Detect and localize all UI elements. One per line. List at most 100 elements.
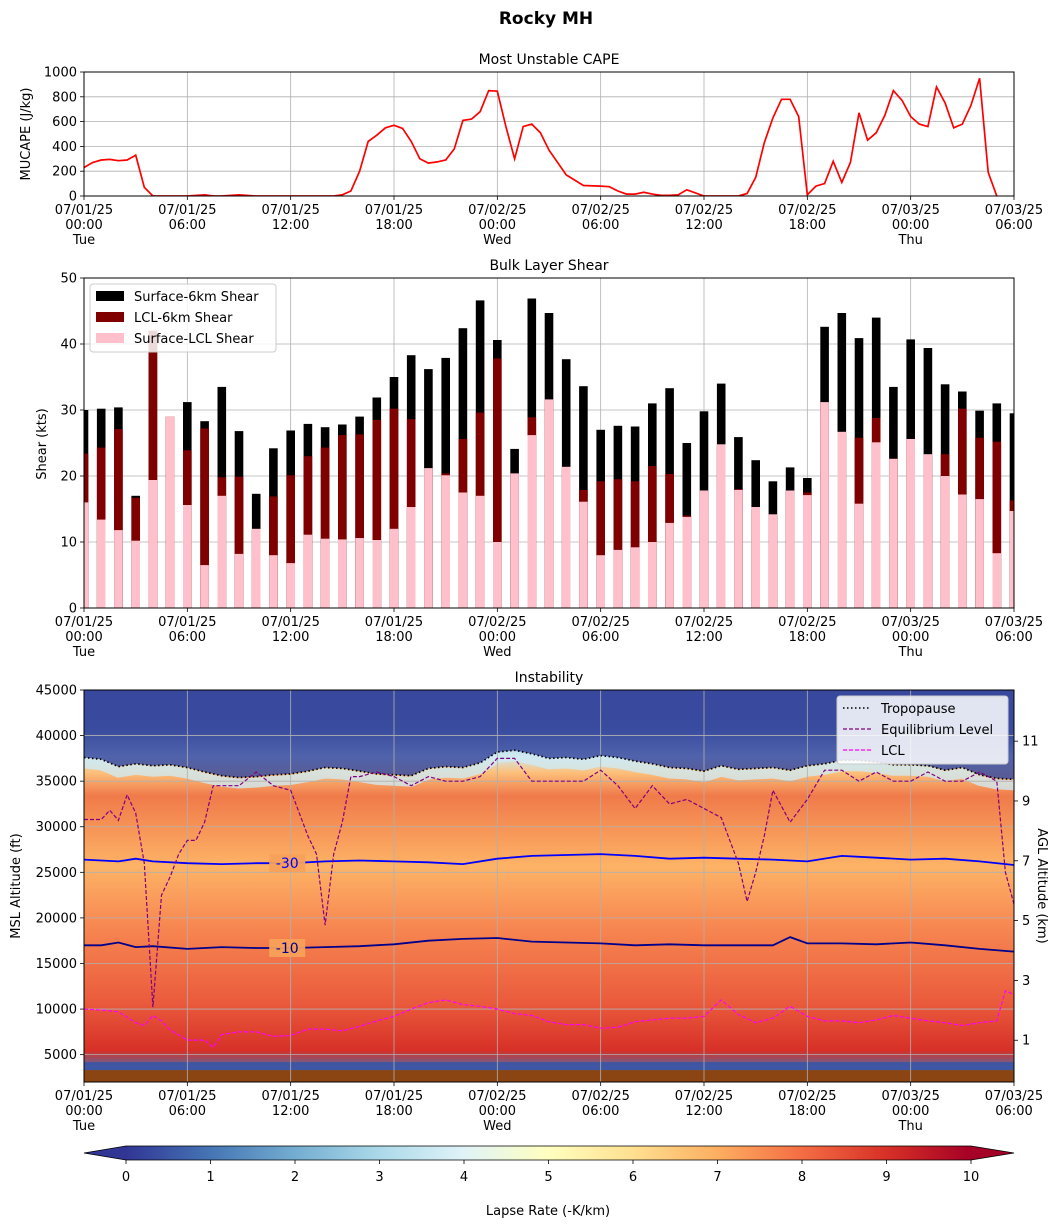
- instability-panel: Instability MSL Altitude (ft) AGL Altitu…: [9, 670, 1049, 1134]
- shear-xtick-label: Thu: [897, 645, 922, 660]
- surface-lcl-bar: [682, 516, 692, 608]
- lcl-6km-bar: [234, 476, 244, 608]
- surface-lcl-bar: [837, 431, 847, 608]
- surface-lcl-bar: [217, 495, 227, 608]
- colorbar-tick-label: 7: [713, 1170, 721, 1185]
- shear-ylabel: Shear (kts): [35, 408, 50, 479]
- colorbar-tick-label: 4: [460, 1170, 468, 1185]
- surface-lcl-bar: [183, 505, 192, 608]
- shear-xtick-label: 12:00: [685, 630, 722, 645]
- instability-ytick-label: 45000: [36, 684, 77, 699]
- shear-xtick-label: 00:00: [892, 630, 929, 645]
- cape-xtick-label: 07/02/25: [571, 203, 629, 218]
- surface-lcl-bar: [148, 480, 158, 608]
- colorbar-tick-label: 3: [375, 1170, 383, 1185]
- surface-lcl-bar: [406, 507, 416, 608]
- shear-ytick-label: 20: [60, 470, 77, 485]
- lcl-6km-bar: [648, 466, 657, 608]
- surface-lcl-bar: [303, 534, 313, 608]
- lcl-6km-bar: [389, 408, 399, 608]
- instability-xtick-label: Thu: [897, 1119, 922, 1134]
- colorbar-tick-label: 8: [798, 1170, 806, 1185]
- cape-xtick-label: 07/03/25: [985, 203, 1043, 218]
- instability-xtick-label: 00:00: [892, 1104, 929, 1119]
- cape-title: Most Unstable CAPE: [479, 52, 620, 68]
- cape-xtick-label: 00:00: [479, 218, 516, 233]
- shear-xtick-label: 06:00: [169, 630, 206, 645]
- surface-lcl-bar: [424, 468, 433, 608]
- contour-line: [84, 853, 1014, 866]
- surface-lcl-bar: [165, 416, 175, 608]
- tropopause-transition-band: [84, 751, 1014, 791]
- shear-xtick-label: 07/01/25: [365, 615, 423, 630]
- instability-xtick-label: 07/01/25: [261, 1089, 319, 1104]
- agl-ytick-label: 7: [1022, 854, 1030, 869]
- lcl-6km-bar: [303, 456, 313, 608]
- surface-lcl-bar: [940, 476, 950, 608]
- instability-xtick-label: 18:00: [375, 1104, 412, 1119]
- surface-lcl-bar: [286, 563, 295, 608]
- shear-xtick-label: 07/02/25: [468, 615, 526, 630]
- cape-xtick-label: 06:00: [995, 218, 1032, 233]
- shear-ytick-label: 30: [60, 404, 77, 419]
- colorbar: 0 1 2 3 4 5 6 7 8 9 10 Lapse Rate (-K/km): [83, 1145, 1015, 1219]
- surface-lcl-bar: [338, 539, 347, 608]
- surface-lcl-bar: [785, 490, 795, 608]
- shear-xtick-label: Tue: [72, 645, 95, 660]
- agl-ytick-label: 3: [1022, 974, 1030, 989]
- cape-xtick-label: 07/02/25: [778, 203, 836, 218]
- surface-lcl-bar: [975, 499, 984, 608]
- lcl-6km-bar: [269, 496, 278, 608]
- instability-ylabel: MSL Altitude (ft): [9, 833, 24, 938]
- surface-lcl-bar: [372, 540, 382, 608]
- ground-band: [84, 1070, 1014, 1082]
- instability-xtick-label: 12:00: [685, 1104, 722, 1119]
- legend-label-sfclcl: Surface-LCL Shear: [134, 332, 254, 347]
- cape-xtick-label: 12:00: [685, 218, 722, 233]
- surface-lcl-bar: [510, 473, 519, 608]
- legend-swatch-lcl6km: [96, 312, 124, 322]
- agl-ytick-label: 9: [1022, 794, 1030, 809]
- cape-ytick-label: 800: [52, 90, 77, 105]
- surface-lcl-bar: [355, 538, 364, 608]
- surface-lcl-bar: [613, 549, 623, 608]
- instability-xtick-label: 07/01/25: [55, 1089, 113, 1104]
- contour-label-bg: [269, 938, 306, 957]
- shear-xtick-label: 07/03/25: [985, 615, 1043, 630]
- surface-lcl-bar: [475, 495, 485, 608]
- lcl-6km-bar: [338, 435, 347, 608]
- cape-xtick-label: 18:00: [375, 218, 412, 233]
- cape-ytick-label: 600: [52, 115, 77, 130]
- instability-xtick-label: Tue: [72, 1119, 95, 1134]
- lcl-6km-bar: [355, 434, 364, 608]
- instability-ytick-label: 15000: [36, 957, 77, 972]
- lcl-6km-bar: [372, 419, 382, 608]
- instability-ytick-label: 20000: [36, 911, 77, 926]
- surface-lcl-bar: [527, 435, 537, 608]
- shear-xtick-label: 07/02/25: [778, 615, 836, 630]
- surface-lcl-bar: [96, 519, 106, 608]
- instability-xtick-label: 06:00: [582, 1104, 619, 1119]
- surface-lcl-bar: [751, 507, 760, 608]
- shear-ytick-label: 50: [60, 272, 77, 287]
- instability-plot-frame: [83, 689, 1015, 1083]
- shear-xtick-label: 07/01/25: [261, 615, 319, 630]
- cape-plot-frame: [83, 71, 1015, 197]
- instability-ytick-label: 25000: [36, 866, 77, 881]
- shear-legend: Surface-6km Shear LCL-6km Shear Surface-…: [89, 283, 277, 353]
- instability-xtick-label: Wed: [483, 1119, 511, 1134]
- instability-xtick-label: 06:00: [169, 1104, 206, 1119]
- surface-lcl-bar: [131, 540, 140, 608]
- cape-xtick-label: 07/01/25: [261, 203, 319, 218]
- instability-legend: Tropopause Equilibrium Level LCL: [836, 695, 1009, 765]
- cape-ytick-label: 0: [69, 190, 77, 205]
- cape-xtick-label: 07/02/25: [675, 203, 733, 218]
- surface-lcl-bar: [493, 542, 502, 608]
- instability-xtick-label: 06:00: [995, 1104, 1032, 1119]
- agl-ytick-label: 1: [1022, 1034, 1030, 1049]
- shear-xtick-label: 00:00: [65, 630, 102, 645]
- surface-lcl-bar: [871, 442, 881, 608]
- surface-lcl-bar: [561, 466, 571, 608]
- surface-lcl-bar: [958, 494, 967, 608]
- cape-xtick-label: 07/01/25: [55, 203, 113, 218]
